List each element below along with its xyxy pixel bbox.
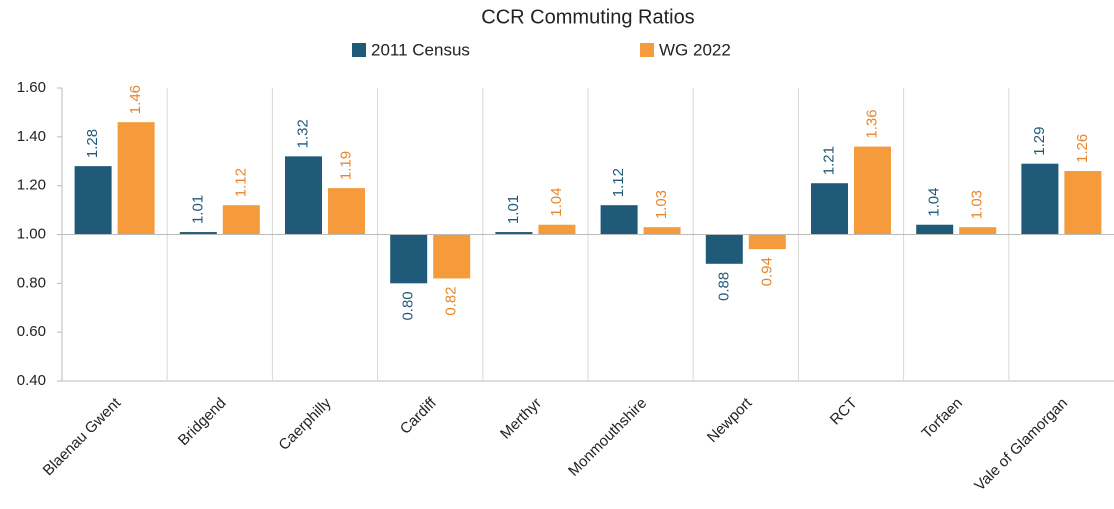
bar <box>74 166 112 235</box>
value-label: 0.94 <box>758 257 775 286</box>
x-tick-label: RCT <box>827 395 861 429</box>
value-label: 0.80 <box>400 291 417 320</box>
value-label: 1.12 <box>232 168 249 197</box>
value-label: 1.01 <box>505 195 522 224</box>
bar <box>1021 163 1059 235</box>
x-tick-label: Bridgend <box>175 395 229 449</box>
chart-title: CCR Commuting Ratios <box>481 6 694 28</box>
y-tick-label: 1.00 <box>17 225 46 242</box>
value-label: 1.04 <box>926 188 943 217</box>
y-tick-label: 0.40 <box>17 372 46 389</box>
bar <box>285 156 322 235</box>
value-label: 1.04 <box>548 188 565 217</box>
value-label: 1.32 <box>294 119 311 148</box>
y-tick-label: 1.20 <box>17 177 46 194</box>
bar <box>390 234 428 284</box>
bar <box>495 232 533 235</box>
y-tick-label: 0.60 <box>17 323 46 340</box>
value-label: 1.19 <box>337 151 354 180</box>
bar <box>705 234 743 264</box>
value-label: 1.29 <box>1031 126 1048 155</box>
bar <box>643 227 681 235</box>
y-tick-label: 1.60 <box>17 79 46 96</box>
y-tick-label: 1.40 <box>17 128 46 145</box>
legend-label: 2011 Census <box>371 40 470 59</box>
bar <box>222 205 260 235</box>
value-label: 1.01 <box>189 195 206 224</box>
value-label: 1.03 <box>653 190 670 219</box>
bar <box>959 227 997 235</box>
bar <box>748 234 786 250</box>
value-label: 1.36 <box>863 109 880 138</box>
bar <box>811 183 848 235</box>
legend-label: WG 2022 <box>659 40 731 59</box>
x-tick-label: Blaenau Gwent <box>40 394 125 479</box>
x-tick-label: Caerphilly <box>275 394 335 454</box>
value-label: 1.21 <box>820 146 837 175</box>
x-tick-label: Vale of Glamorgan <box>971 395 1071 495</box>
bar <box>854 146 891 235</box>
y-tick-label: 0.80 <box>17 274 46 291</box>
bar <box>916 224 954 235</box>
x-tick-label: Cardiff <box>397 394 441 438</box>
bar <box>328 188 365 235</box>
bar <box>538 224 576 235</box>
value-label: 1.12 <box>610 168 627 197</box>
value-label: 0.82 <box>443 286 460 315</box>
x-tick-label: Newport <box>704 394 756 446</box>
bar <box>433 234 471 279</box>
x-tick-label: Merthyr <box>497 395 545 443</box>
value-label: 1.03 <box>969 190 986 219</box>
x-tick-label: Monmouthshire <box>565 395 650 480</box>
x-tick-label: Torfaen <box>918 395 965 442</box>
legend-swatch <box>640 43 654 57</box>
bar <box>179 232 217 235</box>
bar <box>600 205 638 235</box>
bar <box>117 122 155 235</box>
value-label: 1.28 <box>84 129 101 158</box>
bar <box>1064 171 1102 235</box>
value-label: 1.46 <box>127 85 144 114</box>
legend-swatch <box>352 43 366 57</box>
value-label: 1.26 <box>1074 134 1091 163</box>
value-label: 0.88 <box>715 272 732 301</box>
